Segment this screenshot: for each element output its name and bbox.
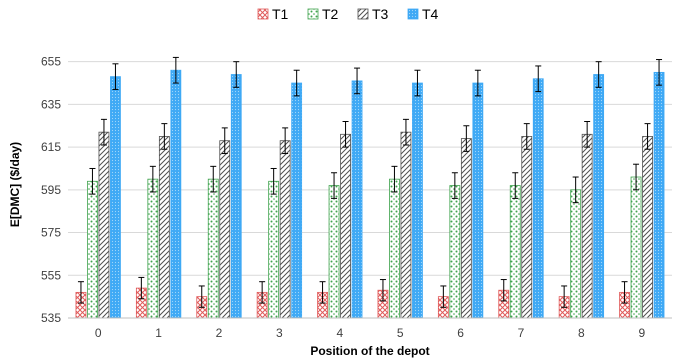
bar-T3-9	[642, 136, 653, 319]
axes: 535 555 575 595 615 635 655 0 1 2 3 4 5 6 7 8 9	[41, 55, 672, 340]
bar-T4-4	[351, 80, 363, 319]
x-tick-label: 2	[216, 326, 223, 340]
legend-label-T2: T2	[322, 6, 339, 22]
legend-label-T3: T3	[372, 6, 389, 22]
bar-T4-2	[230, 74, 242, 319]
legend-swatch-T4	[407, 8, 419, 20]
bar-T3-7	[521, 136, 533, 319]
y-tick-label: 555	[41, 268, 61, 282]
bar-T3-1	[158, 136, 170, 319]
legend-label-T1: T1	[272, 6, 289, 22]
x-tick-label: 1	[155, 326, 162, 340]
y-tick-label: 535	[41, 311, 61, 325]
bar-T4-1	[170, 69, 182, 319]
legend-swatch-T3	[357, 8, 369, 20]
bar-T2-1	[147, 178, 159, 319]
y-tick-label: 615	[41, 140, 61, 154]
x-tick-label: 5	[397, 326, 404, 340]
x-tick-label: 8	[578, 326, 585, 340]
bar-T3-0	[98, 131, 110, 319]
bar-T4-0	[110, 76, 121, 319]
legend: T1 T2 T3 T4	[257, 6, 439, 22]
x-tick-label: 6	[457, 326, 464, 340]
bar-T3-5	[400, 131, 412, 319]
y-axis-title: E[DMC] ($/day)	[8, 142, 22, 227]
bar-T2-6	[449, 185, 461, 319]
bar-T3-8	[581, 133, 593, 319]
bar-T4-5	[412, 82, 423, 319]
bar-T3-2	[219, 140, 231, 319]
y-tick-label: 575	[41, 226, 61, 240]
bar-T4-6	[472, 82, 484, 319]
bar-T4-7	[532, 78, 544, 319]
x-tick-label: 7	[518, 326, 525, 340]
bar-T4-8	[593, 74, 605, 319]
bar-T2-4	[328, 185, 340, 319]
legend-label-T4: T4	[422, 6, 439, 22]
bar-T2-9	[630, 176, 642, 319]
x-tick-label: 3	[276, 326, 283, 340]
legend-swatch-T2	[307, 8, 319, 20]
bars	[75, 56, 665, 319]
bar-T3-6	[460, 138, 472, 319]
x-tick-label: 4	[336, 326, 343, 340]
y-tick-label: 655	[41, 55, 61, 69]
bar-T2-2	[207, 178, 219, 319]
x-tick-label: 0	[95, 326, 102, 340]
bar-T3-3	[279, 140, 291, 319]
y-tick-label: 595	[41, 183, 61, 197]
legend-swatch-T1	[257, 8, 269, 20]
bar-T3-4	[340, 133, 351, 319]
bar-T4-3	[291, 82, 303, 319]
x-axis-title: Position of the depot	[310, 344, 429, 358]
bar-T2-8	[570, 189, 582, 319]
bar-T2-3	[268, 180, 280, 319]
bar-T2-7	[509, 185, 521, 319]
bar-T4-9	[653, 71, 665, 319]
x-tick-label: 9	[638, 326, 645, 340]
bar-T2-5	[389, 178, 400, 319]
y-tick-label: 635	[41, 97, 61, 111]
gridlines	[68, 61, 672, 319]
bar-T2-0	[87, 180, 98, 319]
